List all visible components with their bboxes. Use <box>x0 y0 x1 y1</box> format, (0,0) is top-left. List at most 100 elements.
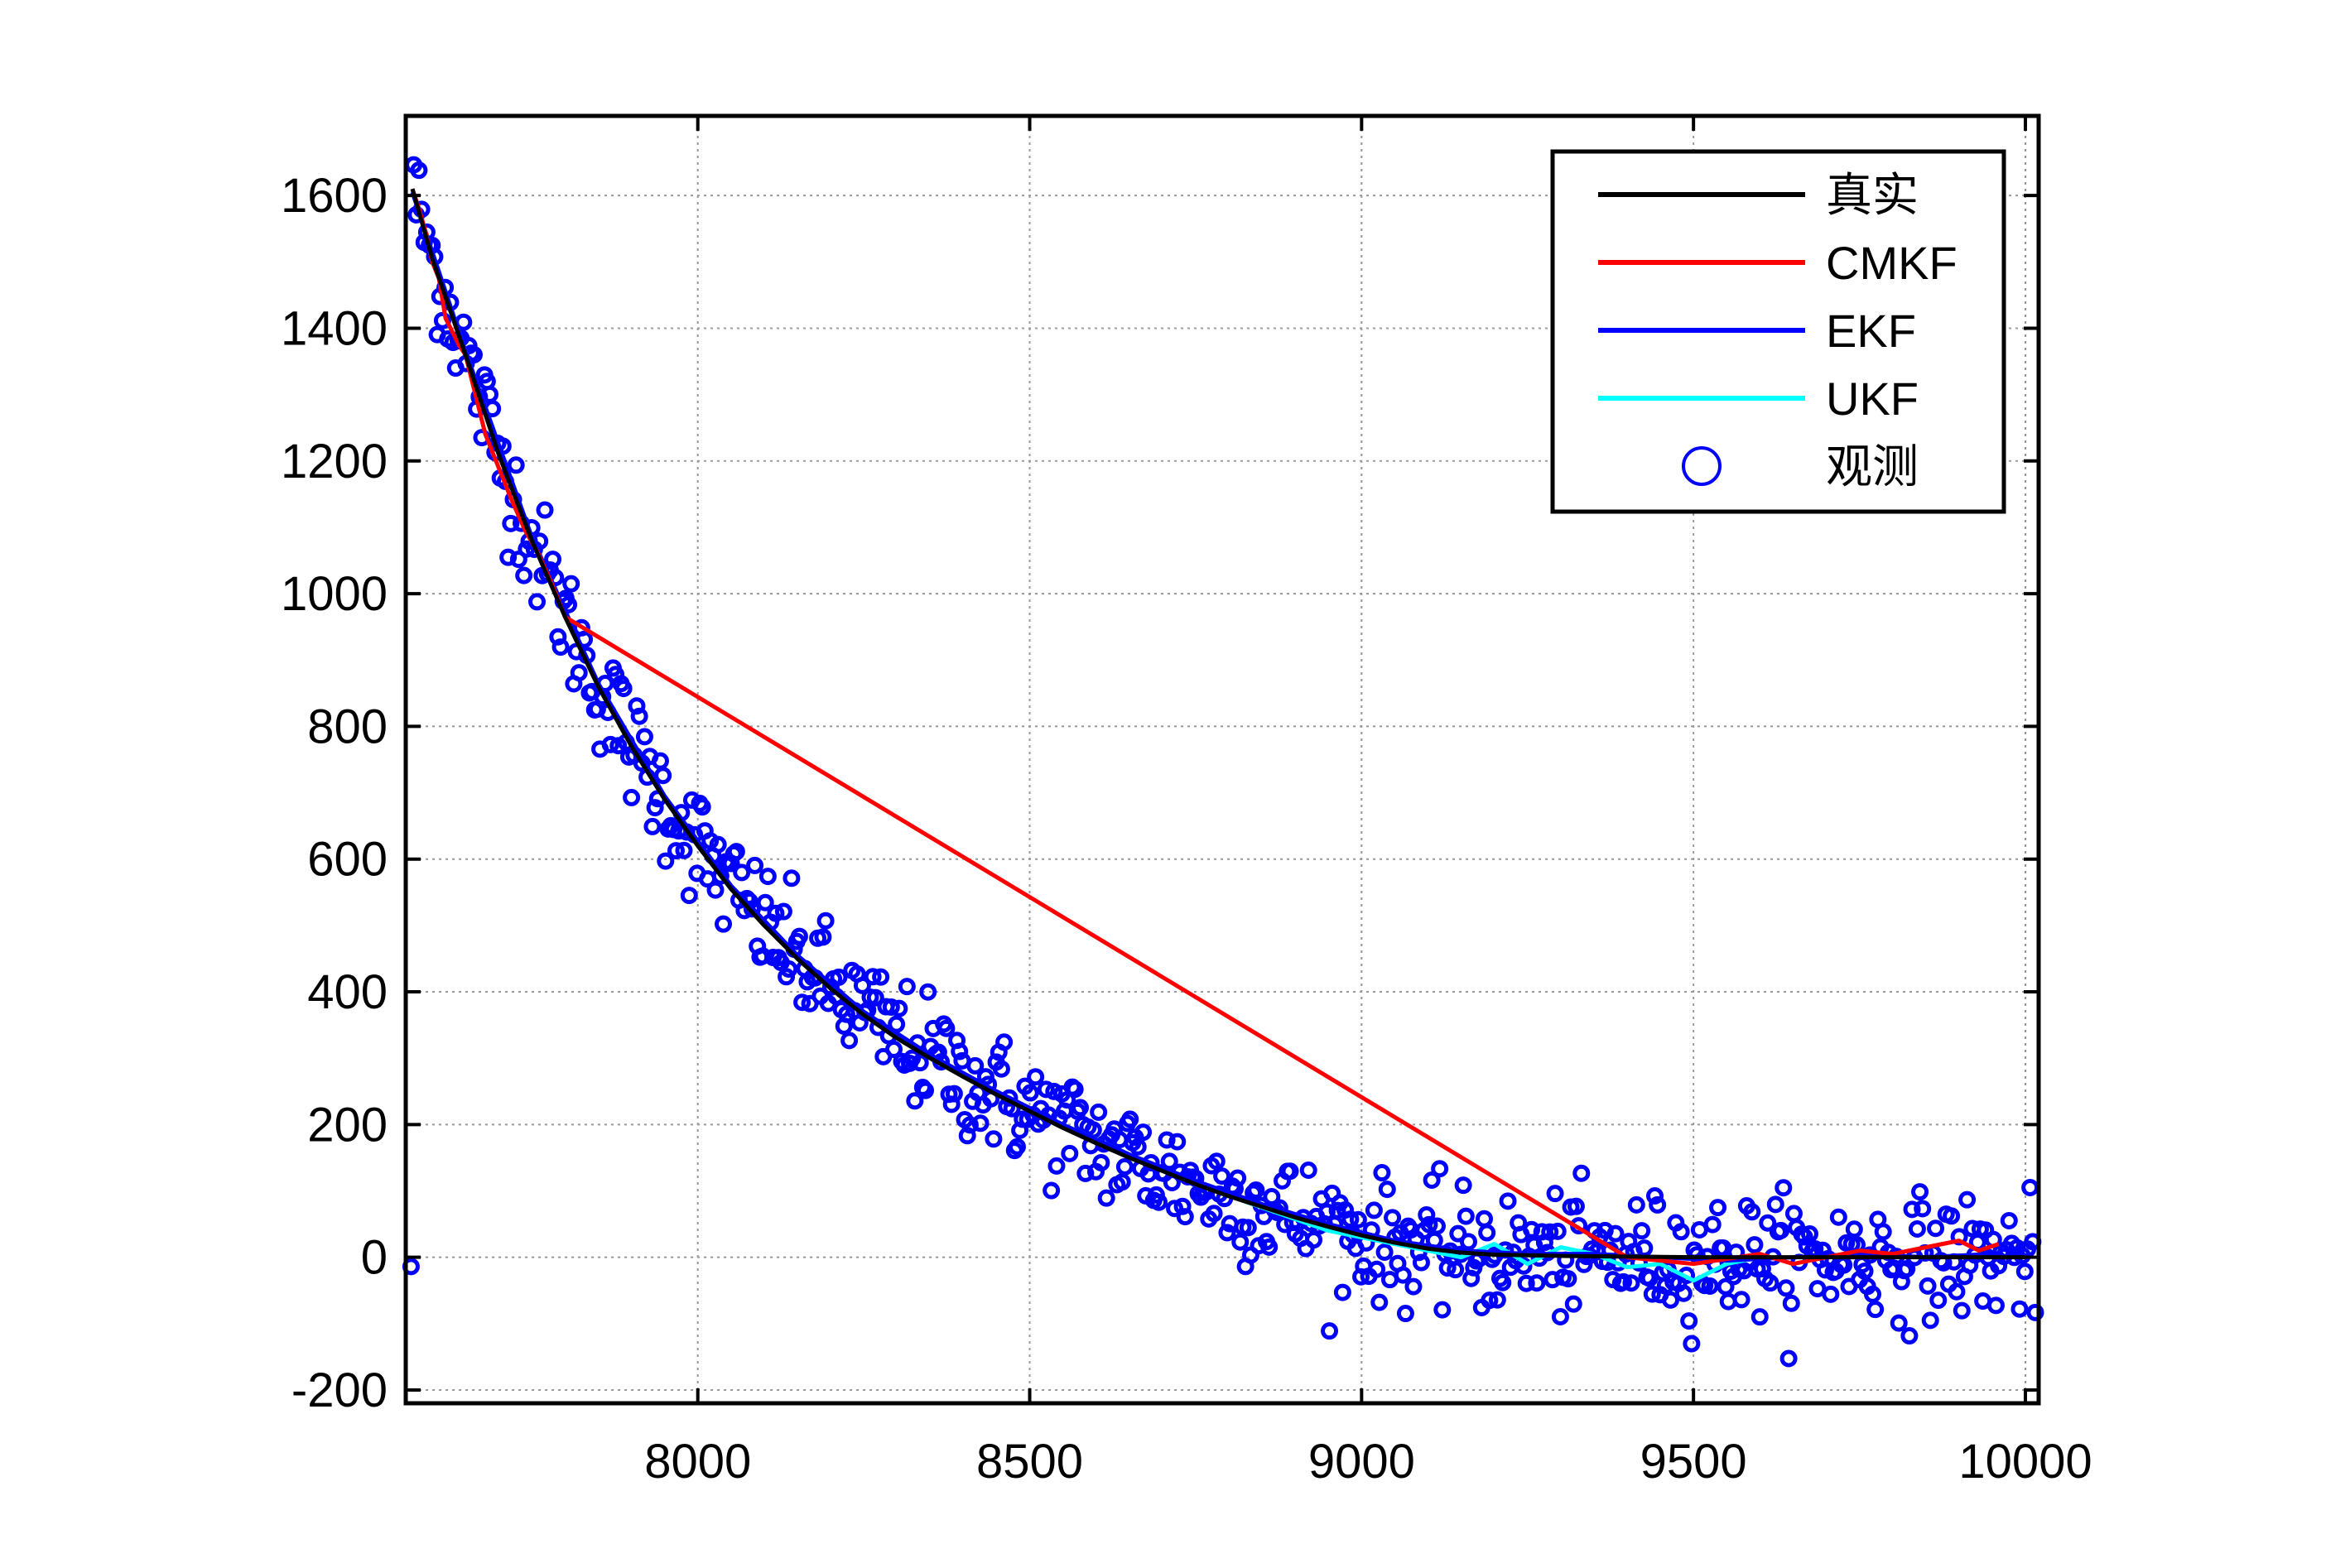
observation-marker <box>1113 1173 1131 1191</box>
observation-marker <box>1375 1243 1394 1261</box>
y-tick-label: 1400 <box>281 301 388 355</box>
observation-marker <box>1900 1327 1919 1345</box>
observation-marker <box>646 799 664 817</box>
observation-marker <box>1903 1200 1921 1219</box>
observation-marker <box>1683 1335 1701 1353</box>
observation-marker <box>1115 1157 1134 1176</box>
observation-marker <box>1864 1285 1882 1303</box>
observation-marker <box>1478 1224 1496 1242</box>
observation-marker <box>1559 1270 1577 1288</box>
observation-marker <box>743 900 761 918</box>
observation-marker <box>1680 1312 1698 1330</box>
observation-marker <box>780 960 798 979</box>
observation-marker <box>1772 1221 1790 1239</box>
observation-marker <box>1701 1277 1719 1295</box>
observation-marker <box>1121 1110 1139 1128</box>
observation-marker <box>643 817 662 835</box>
observation-marker <box>1950 1228 1968 1246</box>
observation-marker <box>1958 1190 1977 1209</box>
observation-marker <box>1129 1138 1147 1156</box>
observation-marker <box>1260 1238 1279 1256</box>
observation-marker <box>1481 1291 1499 1310</box>
observation-marker <box>1092 1153 1110 1171</box>
observation-marker <box>1627 1195 1645 1214</box>
observation-marker <box>1433 1301 1452 1319</box>
observation-marker <box>549 628 567 646</box>
observation-marker <box>1943 1207 1961 1225</box>
observation-marker <box>2011 1300 2029 1318</box>
observation-marker <box>1341 1210 1360 1229</box>
observation-marker <box>1368 1260 1386 1278</box>
observation-marker <box>767 904 785 922</box>
grid <box>406 116 2039 1403</box>
y-tick-label: 1200 <box>281 435 388 488</box>
observation-marker <box>507 456 525 474</box>
observation-marker <box>1281 1162 1299 1181</box>
observation-marker <box>1499 1192 1517 1210</box>
observation-marker <box>1090 1103 1108 1121</box>
x-tick-label: 9500 <box>1640 1435 1747 1489</box>
observation-marker <box>1649 1195 1667 1214</box>
observation-marker <box>1919 1277 1937 1295</box>
observation-marker <box>1908 1219 1926 1238</box>
observation-marker <box>1746 1236 1764 1254</box>
observation-marker <box>1822 1285 1840 1303</box>
observation-marker <box>1761 1274 1779 1292</box>
observation-marker <box>715 915 733 933</box>
observation-marker <box>1168 1133 1187 1151</box>
observation-marker <box>1321 1322 1339 1340</box>
observation-marker <box>985 1130 1003 1148</box>
observation-marker <box>1418 1205 1436 1224</box>
observation-marker <box>706 881 725 899</box>
observation-marker <box>995 1033 1014 1051</box>
observation-marker <box>709 835 727 854</box>
observation-marker <box>1158 1131 1176 1149</box>
observation-marker <box>433 311 451 329</box>
observation-marker <box>1047 1157 1066 1175</box>
observation-marker <box>1420 1215 1438 1234</box>
observation-marker <box>733 863 751 882</box>
observation-marker <box>1173 1197 1192 1215</box>
y-tick-label: 1000 <box>281 567 388 621</box>
observation-marker <box>1927 1219 1945 1238</box>
observation-marker <box>1622 1274 1640 1292</box>
observation-marker <box>1709 1199 1727 1217</box>
observation-marker <box>551 638 570 657</box>
observation-marker <box>961 1116 979 1134</box>
observation-marker <box>601 735 619 753</box>
observation-marker <box>1986 1296 2005 1315</box>
observation-marker <box>1523 1220 1541 1239</box>
observation-marker <box>570 664 588 682</box>
observation-marker <box>1606 1224 1625 1243</box>
observation-marker <box>1911 1183 1929 1201</box>
observation-marker <box>1205 1205 1223 1223</box>
observation-marker <box>992 1060 1010 1078</box>
observation-marker <box>1779 1349 1798 1368</box>
observation-marker <box>783 869 801 887</box>
observation-marker <box>1866 1301 1885 1319</box>
observation-marker <box>1898 1260 1916 1278</box>
observation-marker <box>1071 1099 1089 1117</box>
observation-marker <box>657 852 675 870</box>
legend-label: UKF <box>1826 373 1919 425</box>
observation-marker <box>966 1056 985 1075</box>
observation-marker <box>1218 1224 1236 1242</box>
observation-marker <box>562 575 580 593</box>
observation-marker <box>1543 1271 1562 1289</box>
observation-marker <box>1061 1144 1079 1162</box>
observation-marker <box>1394 1266 1412 1284</box>
observation-marker <box>680 887 698 905</box>
observation-marker <box>1614 1272 1632 1291</box>
observation-marker <box>1782 1294 1800 1312</box>
observation-marker <box>623 788 641 806</box>
observation-marker <box>1541 1223 1559 1241</box>
observation-marker <box>1953 1301 1971 1320</box>
observation-marker <box>1856 1262 1874 1280</box>
observation-marker <box>1914 1200 1932 1218</box>
x-tick-label: 8000 <box>644 1435 751 1489</box>
observation-marker <box>864 968 882 986</box>
y-tick-label: 0 <box>361 1231 388 1285</box>
legend-label: 真实 <box>1826 169 1919 221</box>
observation-marker <box>1777 1279 1795 1297</box>
observation-marker <box>890 999 908 1017</box>
